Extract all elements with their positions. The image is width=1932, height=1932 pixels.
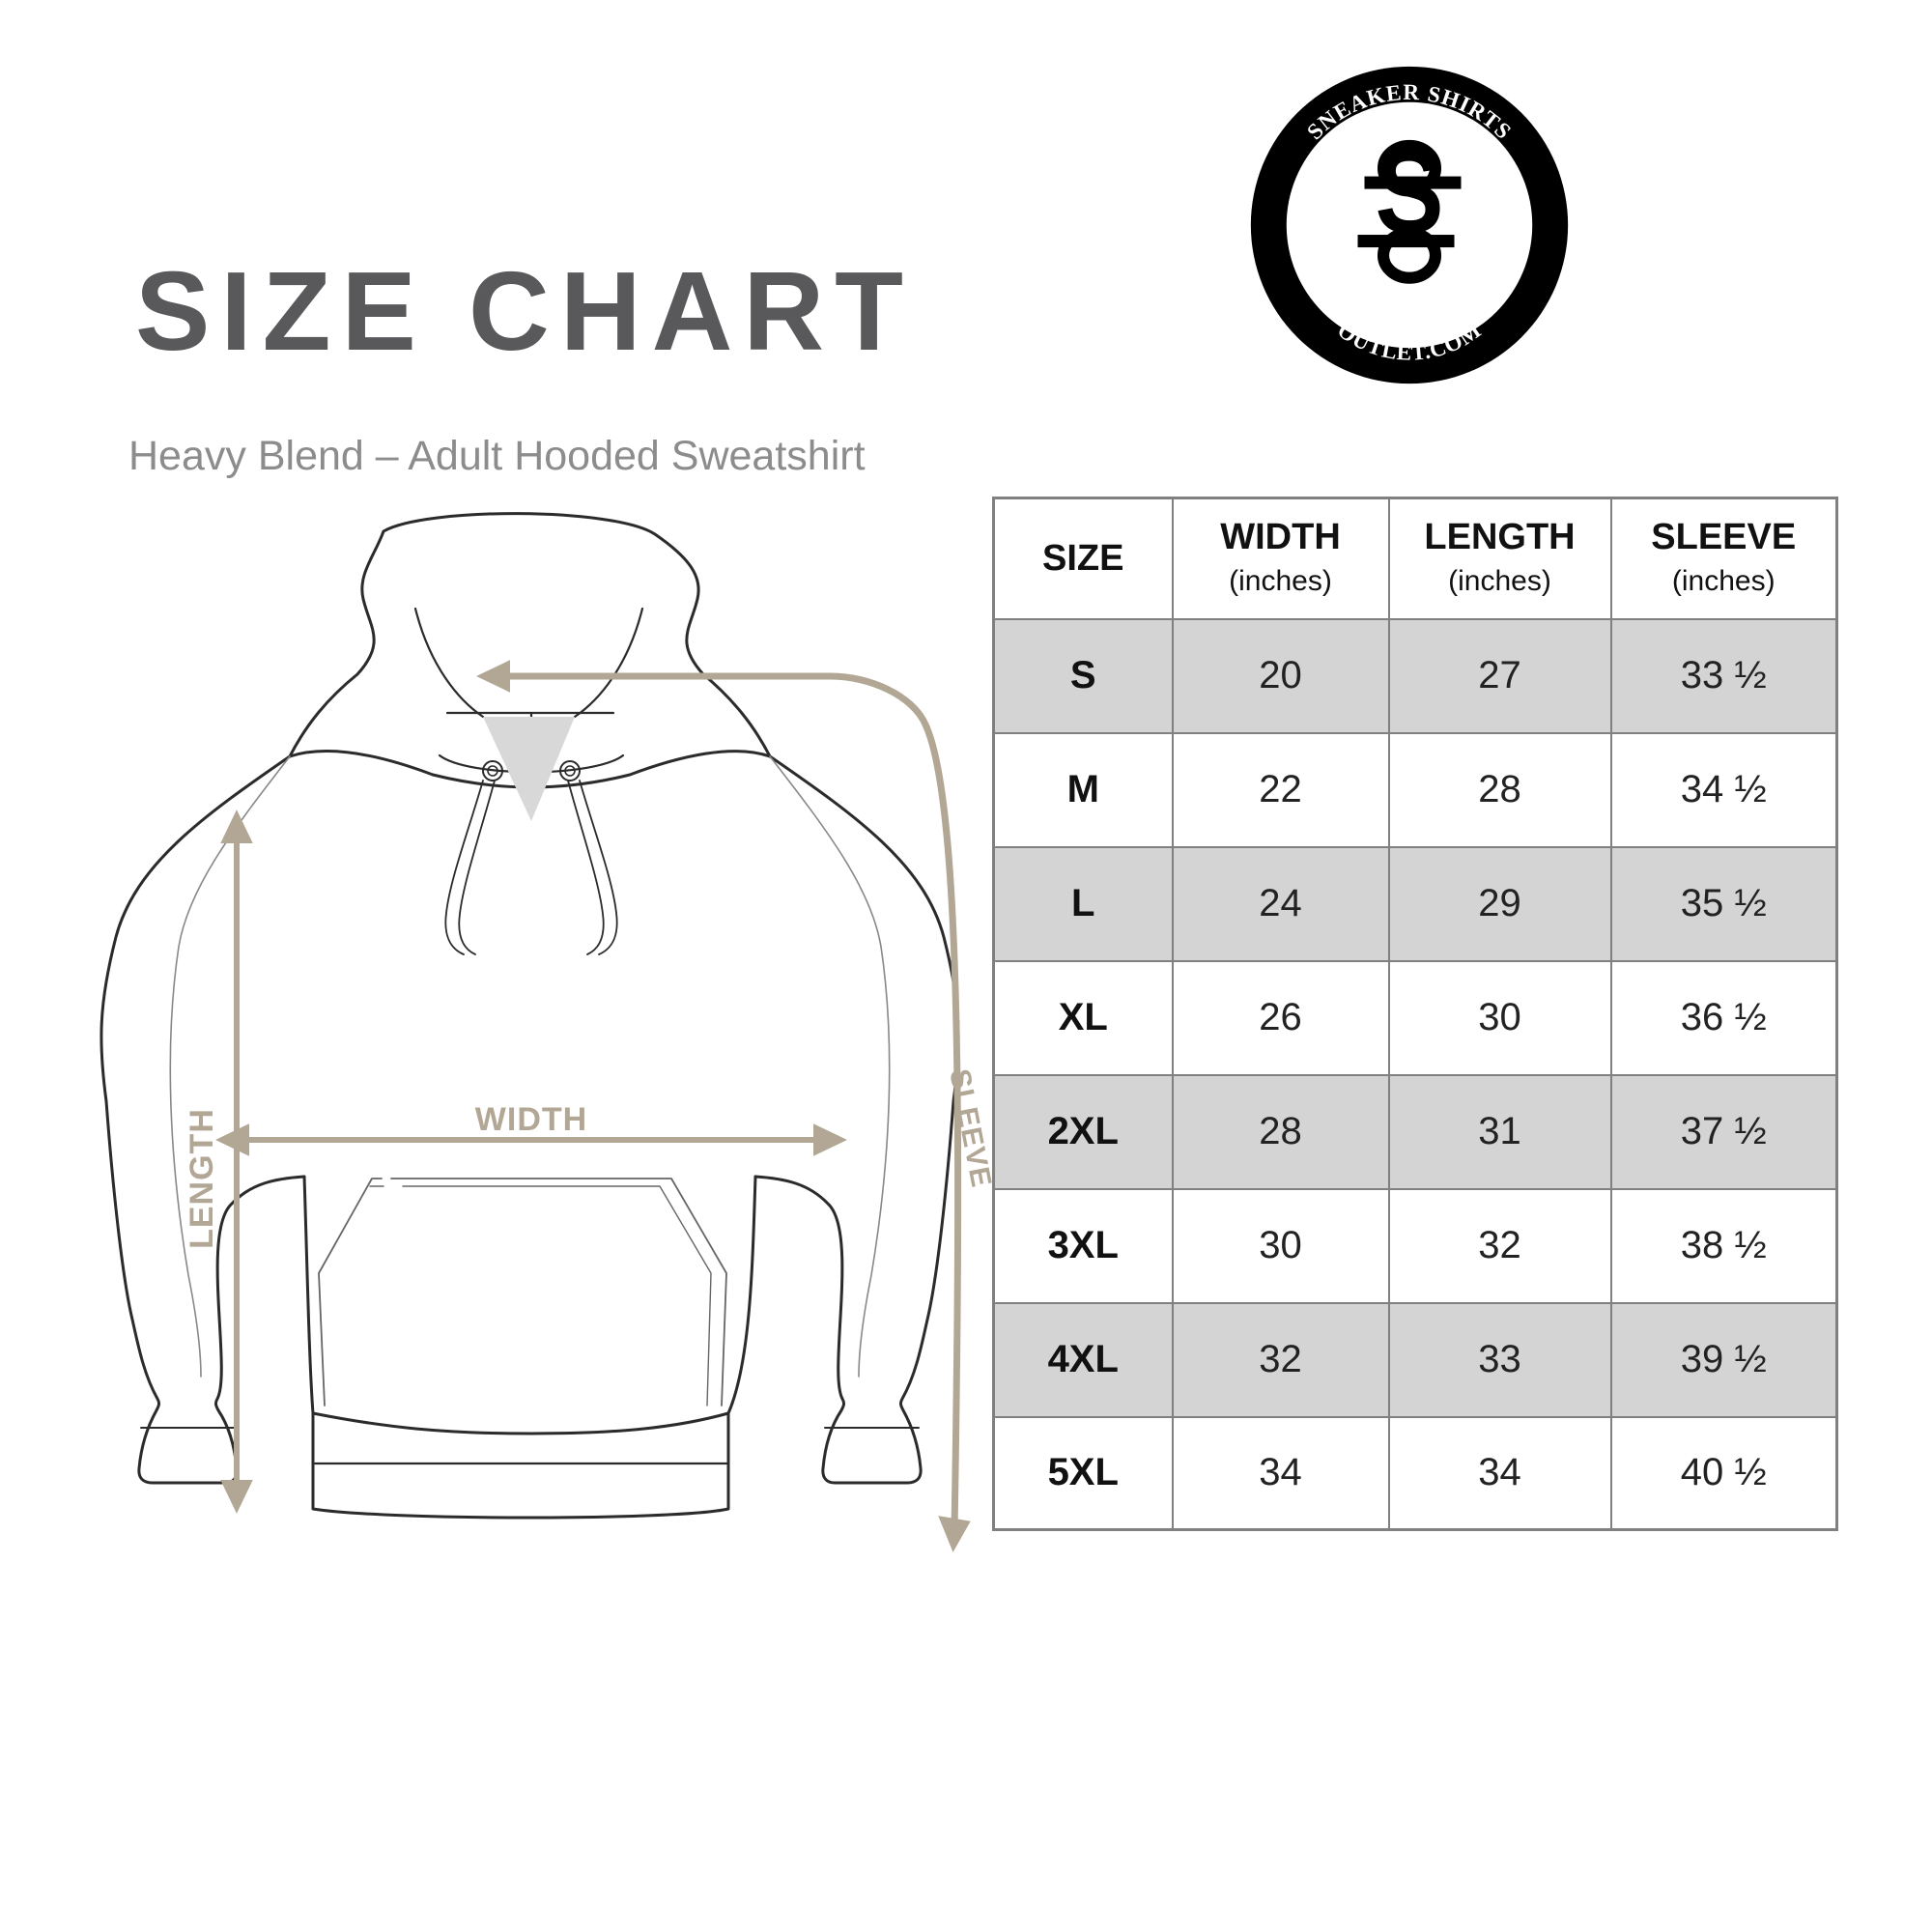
- svg-text:LENGTH: LENGTH: [184, 1108, 220, 1249]
- svg-text:WIDTH: WIDTH: [475, 1101, 587, 1138]
